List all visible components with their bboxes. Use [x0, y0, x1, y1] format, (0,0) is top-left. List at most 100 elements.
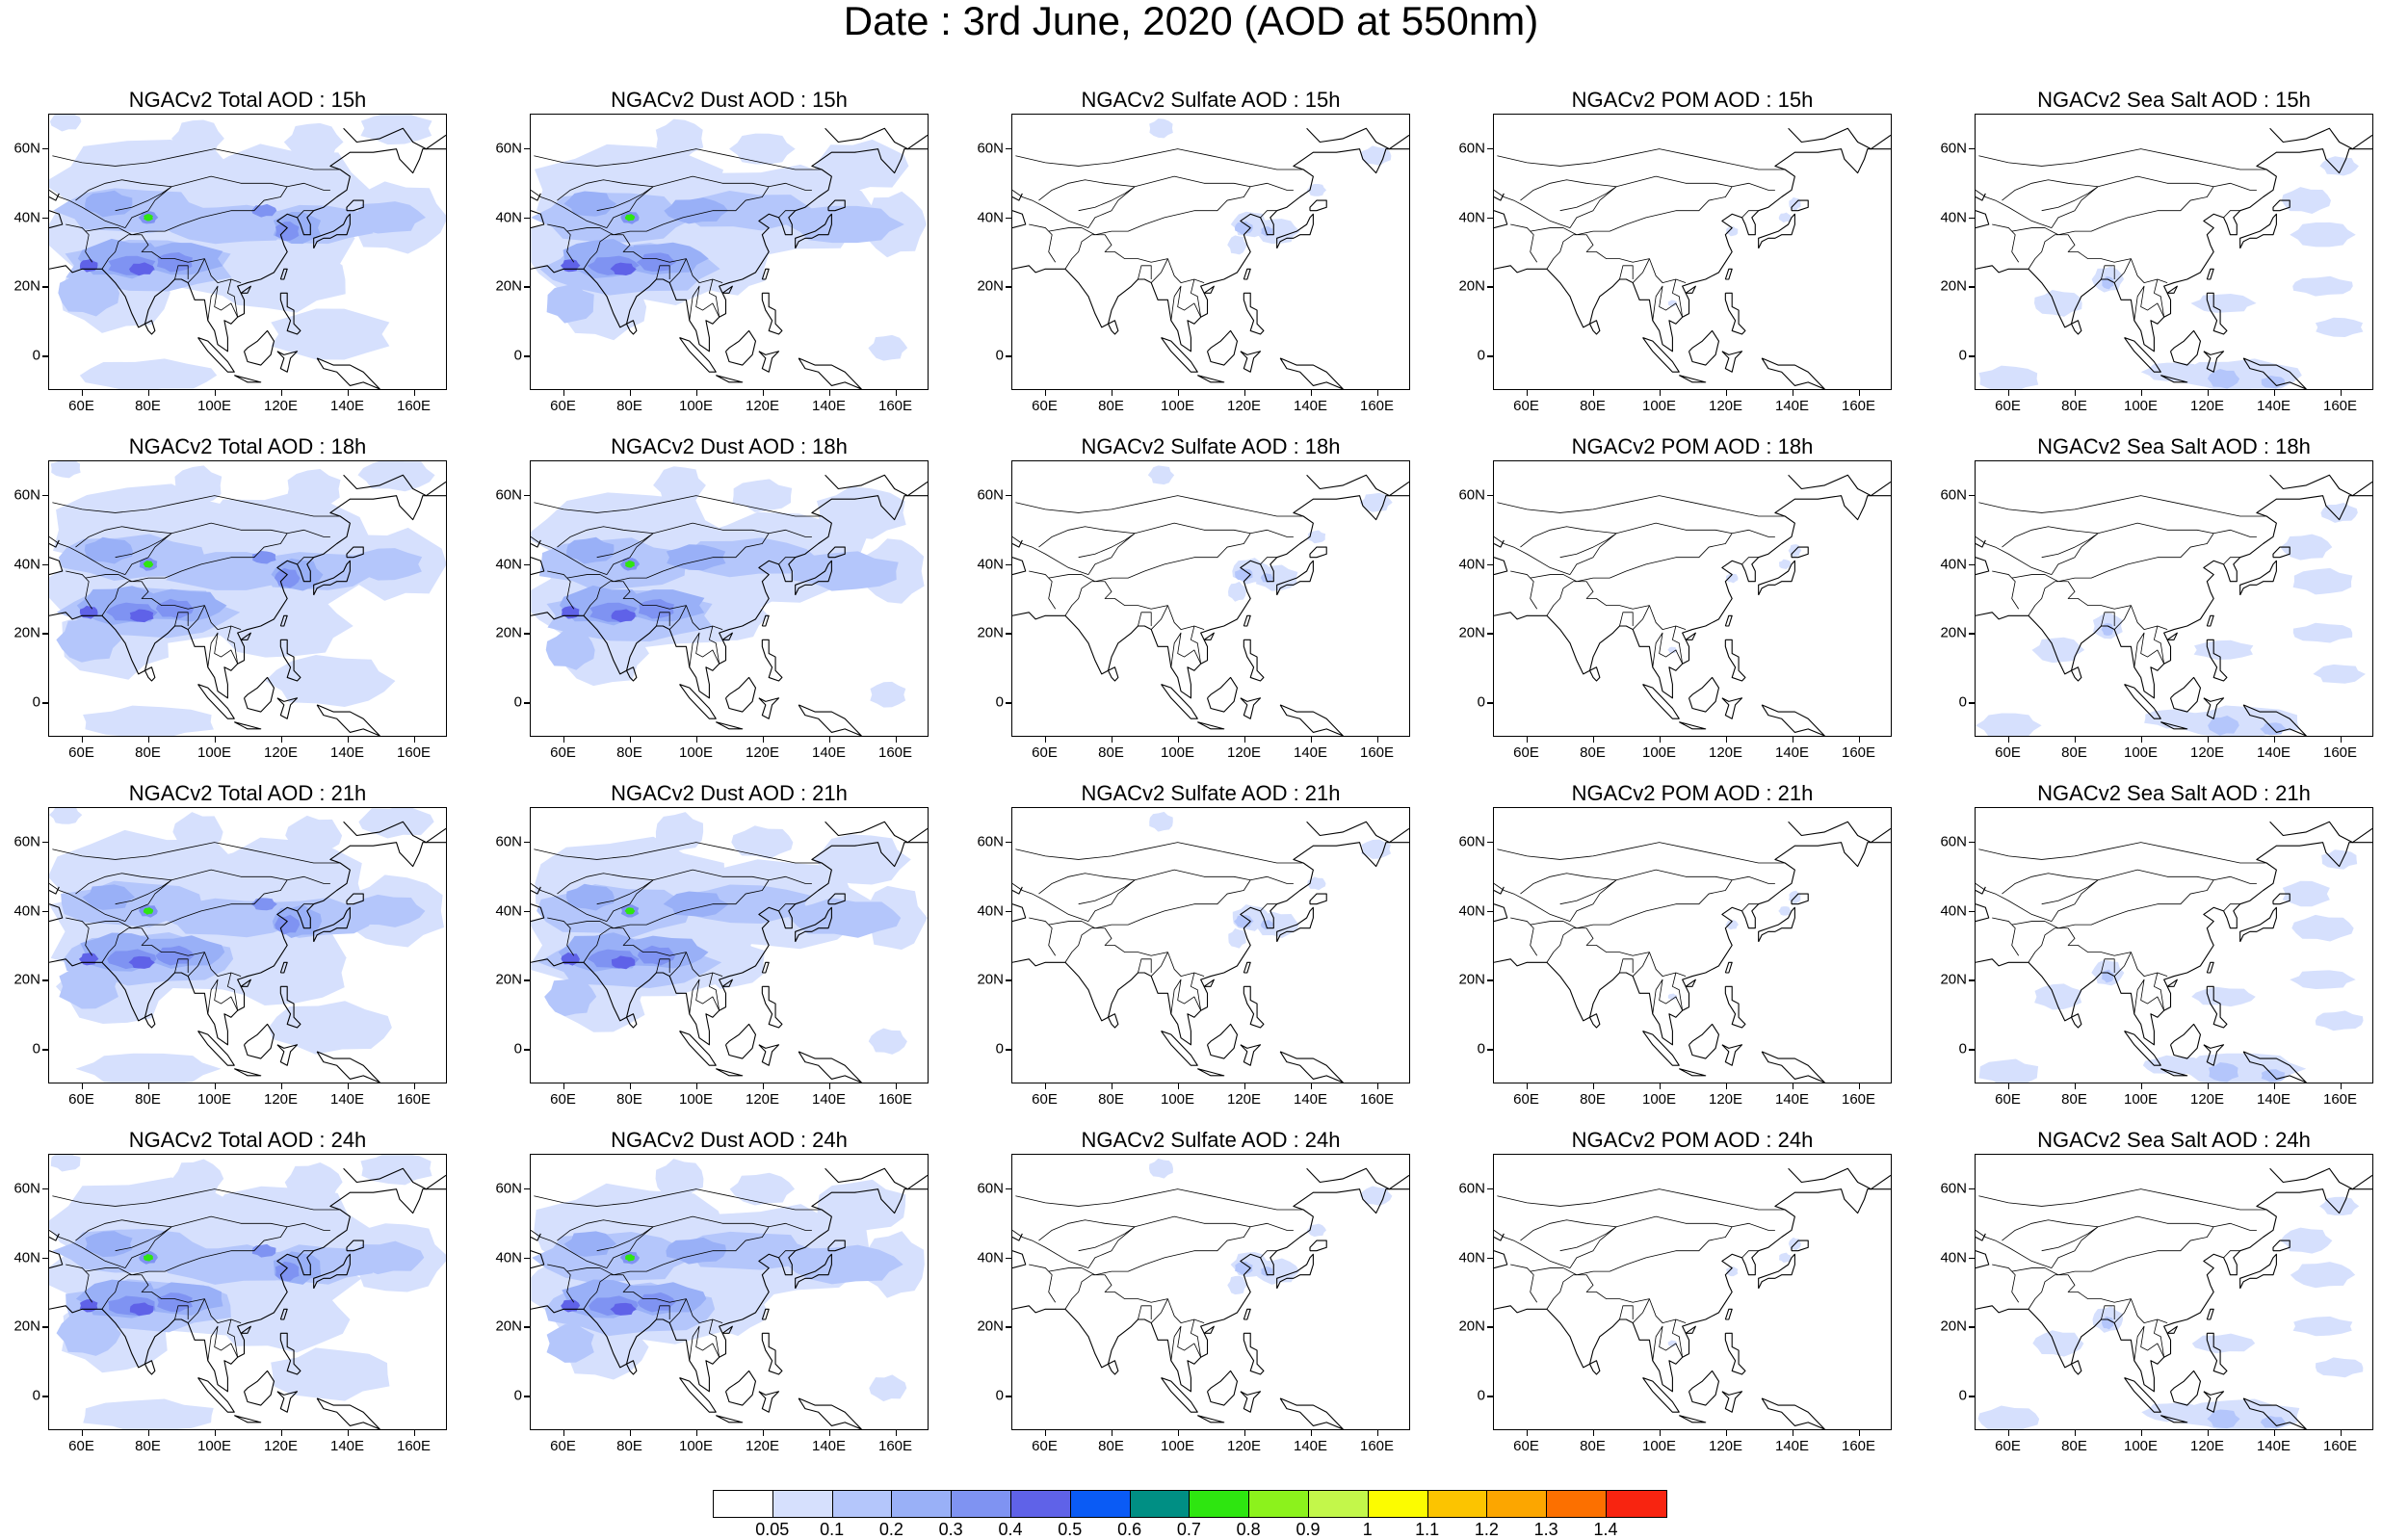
lat-tick-label: 40N [13, 556, 40, 573]
coastline [1243, 961, 1251, 974]
coastline [761, 292, 783, 335]
lat-tick-label: 20N [1940, 277, 1967, 295]
coastline [1761, 1051, 1825, 1083]
lon-tick [2340, 737, 2342, 743]
coastline [1108, 1013, 1119, 1029]
country-border [1978, 1188, 2267, 1211]
country-border [1672, 625, 1684, 665]
country-border [124, 869, 288, 929]
country-border [1038, 526, 1136, 548]
country-border [187, 1298, 205, 1323]
coastline [49, 193, 60, 201]
lat-tick-label: 0 [995, 1040, 1004, 1057]
coastline [1976, 1188, 2372, 1393]
country-border [1510, 223, 1538, 263]
aod-shade-region [1725, 920, 1739, 930]
aod-shade-region [143, 907, 154, 915]
aod-shade-region [1667, 993, 1677, 1001]
lat-tick-label: 40N [1458, 209, 1485, 226]
country-border [287, 1222, 330, 1231]
lat-tick-label: 20N [13, 1318, 40, 1335]
country-border [2113, 1298, 2132, 1323]
coastline [1788, 1167, 1891, 1190]
aod-shade-region [1235, 567, 1253, 582]
map-panel-dust-row-4: NGACv2 Dust AOD : 24h 60N 40N 20N 0 60E 80E 100… [482, 1127, 963, 1464]
country-border [1652, 979, 1684, 1014]
country-border [1652, 632, 1684, 667]
colorbar-swatch [714, 1491, 773, 1517]
lat-tick-label: 60N [1458, 486, 1485, 504]
lat-tick [1969, 633, 1975, 635]
coastline [2169, 676, 2202, 713]
lon-tick [2340, 390, 2342, 396]
lon-tick-label: 160E [396, 398, 432, 414]
aod-shade-region [75, 1053, 222, 1083]
map-plot-area [48, 460, 447, 737]
country-border [207, 632, 239, 667]
aod-shade-region [1361, 839, 1392, 859]
coastline [825, 1167, 928, 1190]
lon-tick-label: 100E [2123, 398, 2159, 414]
coastline [2166, 285, 2178, 294]
lat-tick-label: 60N [1458, 140, 1485, 157]
coastline [1788, 127, 1891, 150]
coastline [795, 560, 832, 596]
country-border [1494, 190, 1571, 228]
lat-tick [1487, 910, 1493, 913]
country-border [1497, 1188, 1786, 1211]
country-border [1170, 285, 1202, 321]
aod-shade-region [143, 561, 154, 568]
country-border [1064, 234, 1095, 270]
lon-tick [1792, 737, 1793, 743]
lon-tick [147, 1083, 149, 1089]
aod-shade-region [82, 884, 136, 910]
coastline [1206, 1023, 1239, 1059]
panel-title: NGACv2 Sulfate AOD : 24h [1081, 1128, 1341, 1152]
country-border [583, 927, 614, 963]
lat-tick-label: 20N [1458, 1318, 1485, 1335]
lon-tick [629, 737, 631, 743]
colorbar-swatch [1130, 1491, 1191, 1517]
coastline [758, 697, 780, 719]
coastline [721, 632, 733, 640]
lon-tick-label: 140E [1774, 1091, 1810, 1108]
coastline [1279, 1397, 1344, 1429]
country-border [65, 223, 93, 263]
lon-tick-label: 140E [1293, 1091, 1328, 1108]
lat-tick [42, 1188, 48, 1190]
country-border [547, 917, 575, 956]
coastline [2160, 1068, 2188, 1077]
coastline [1108, 320, 1119, 335]
lon-tick-label: 80E [1580, 1438, 1606, 1454]
country-border [1078, 879, 1136, 905]
lon-tick-label: 160E [2322, 1091, 2358, 1108]
lon-tick [828, 1083, 830, 1089]
country-border [1510, 570, 1538, 610]
lat-tick [524, 1257, 530, 1260]
coastline [825, 821, 928, 844]
lon-tick [1526, 1430, 1528, 1436]
lon-tick-label: 120E [1226, 744, 1262, 761]
country-border [174, 612, 189, 627]
map-panel-sulfate-row-4: NGACv2 Sulfate AOD : 24h 60N 40N 20N 0 60E 80E… [963, 1127, 1445, 1464]
country-border [1138, 1305, 1152, 1320]
lat-tick [42, 979, 48, 981]
lon-tick [895, 1430, 897, 1436]
lat-tick-label: 60N [1940, 140, 1967, 157]
aod-shade-region [2290, 970, 2356, 989]
coastline [795, 213, 832, 249]
coastline [1243, 268, 1251, 280]
map-panel-seasalt-row-4: NGACv2 Sea Salt AOD : 24h 60N 40N 20N 0 60E 80… [1926, 1127, 2382, 1464]
country-border [2002, 179, 2099, 201]
lon-tick [147, 390, 149, 396]
country-border [2154, 1318, 2165, 1358]
country-border [2223, 210, 2240, 219]
country-border [287, 875, 330, 884]
lat-tick-label: 20N [977, 277, 1004, 295]
aod-shade-region [2280, 1227, 2333, 1254]
lat-tick-label: 0 [32, 693, 40, 711]
lat-tick [1487, 1049, 1493, 1051]
country-border [297, 1250, 314, 1259]
coastline [1976, 210, 1990, 229]
coastline [1276, 1253, 1314, 1290]
